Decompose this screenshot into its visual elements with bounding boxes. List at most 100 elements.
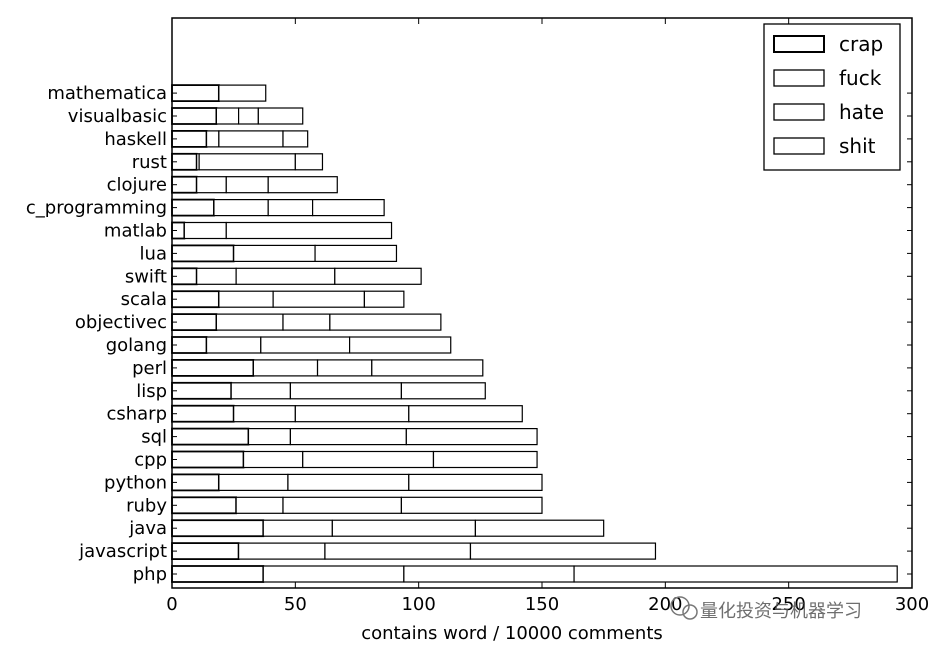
bar-scala-shit xyxy=(363,290,405,308)
bar-sql-fuck xyxy=(247,428,291,446)
bar-javascript-shit xyxy=(469,542,657,560)
bar-cpp-hate xyxy=(302,450,435,469)
bar-c_programming-hate xyxy=(267,199,314,217)
y-tick-label-golang: golang xyxy=(106,335,167,356)
plot-frame xyxy=(171,17,913,589)
y-tick-label-objectivec: objectivec xyxy=(75,312,167,333)
bar-lisp-fuck xyxy=(230,382,291,400)
bar-java-hate xyxy=(331,519,477,537)
bar-golang-fuck xyxy=(205,336,262,354)
bar-python-shit xyxy=(408,473,543,491)
bar-scala-crap xyxy=(171,290,220,309)
bar-haskell-fuck xyxy=(205,130,220,148)
bar-golang-shit xyxy=(349,336,452,354)
bar-javascript-hate xyxy=(324,542,472,560)
bar-lisp-hate xyxy=(289,382,402,400)
bar-lisp-crap xyxy=(171,381,233,400)
bar-python-crap xyxy=(171,473,220,492)
y-tick-label-scala: scala xyxy=(121,289,167,310)
bar-visualbasic-shit xyxy=(257,107,304,125)
bar-ruby-crap xyxy=(171,496,238,515)
watermark: 量化投资与机器学习 xyxy=(670,596,862,622)
bar-csharp-crap xyxy=(171,404,235,423)
legend-swatch-crap xyxy=(773,35,825,53)
bar-objectivec-crap xyxy=(171,313,218,332)
bar-csharp-hate xyxy=(294,405,410,423)
bar-perl-hate xyxy=(316,359,373,377)
bar-c_programming-crap xyxy=(171,198,215,217)
bar-golang-hate xyxy=(260,336,351,354)
y-axis: phpjavascriptjavarubypythoncppsqlcsharpl… xyxy=(26,83,912,585)
bar-swift-fuck xyxy=(196,267,237,285)
bar-visualbasic-fuck xyxy=(215,107,240,125)
bar-javascript-fuck xyxy=(238,542,326,560)
bar-visualbasic-hate xyxy=(238,107,259,125)
bar-rust-shit xyxy=(294,153,324,171)
bar-php-crap xyxy=(171,565,265,583)
bar-python-fuck xyxy=(218,473,289,491)
bar-php-fuck xyxy=(262,565,405,583)
bar-golang-crap xyxy=(171,336,208,354)
bar-c_programming-fuck xyxy=(213,199,269,217)
y-tick-label-python: python xyxy=(104,472,167,493)
bar-clojure-shit xyxy=(267,176,338,194)
bar-swift-hate xyxy=(235,267,336,285)
bar-lisp-shit xyxy=(400,382,486,400)
bar-sql-crap xyxy=(171,427,250,446)
wechat-icon xyxy=(670,596,698,620)
bar-perl-crap xyxy=(171,358,255,377)
bar-csharp-shit xyxy=(408,405,523,423)
bar-c_programming-shit xyxy=(312,199,385,217)
bar-mathematica-crap xyxy=(171,84,220,102)
legend: crap fuck hate shit xyxy=(763,23,901,171)
bar-python-hate xyxy=(287,473,410,491)
bar-sql-hate xyxy=(289,428,407,446)
bar-objectivec-shit xyxy=(329,313,442,331)
watermark-text: 量化投资与机器学习 xyxy=(700,601,862,622)
bar-lua-shit xyxy=(314,244,398,262)
x-axis-title: contains word / 10000 comments xyxy=(361,623,663,644)
bar-javascript-crap xyxy=(171,542,240,560)
bar-ruby-hate xyxy=(282,496,403,514)
x-tick-label-50: 50 xyxy=(284,594,307,615)
bar-lua-hate xyxy=(233,244,316,262)
bar-visualbasic-crap xyxy=(171,107,218,125)
legend-swatch-shit xyxy=(773,137,825,155)
y-tick-label-swift: swift xyxy=(125,266,167,287)
x-tick-label-100: 100 xyxy=(401,594,435,615)
y-tick-label-sql: sql xyxy=(141,427,167,448)
bar-perl-shit xyxy=(371,359,484,377)
bar-php-shit xyxy=(573,565,898,583)
bar-scala-fuck xyxy=(218,290,274,308)
bars-layer xyxy=(171,84,898,583)
y-tick-label-php: php xyxy=(133,564,167,585)
legend-swatch-fuck xyxy=(773,69,825,87)
x-tick-label-250: 250 xyxy=(771,594,805,615)
bar-clojure-hate xyxy=(225,176,269,194)
bar-matlab-fuck xyxy=(183,221,227,240)
legend-label-shit: shit xyxy=(839,134,876,158)
bar-java-fuck xyxy=(262,519,333,537)
bar-rust-hate xyxy=(198,153,296,171)
x-tick-label-0: 0 xyxy=(166,594,177,615)
y-tick-label-clojure: clojure xyxy=(107,175,167,196)
x-tick-label-150: 150 xyxy=(525,594,559,615)
bar-haskell-crap xyxy=(171,129,208,148)
y-tick-label-mathematica: mathematica xyxy=(47,83,167,104)
x-tick-label-300: 300 xyxy=(895,594,929,615)
bar-lua-crap xyxy=(171,244,235,263)
bar-csharp-fuck xyxy=(233,405,296,423)
legend-label-fuck: fuck xyxy=(839,66,882,90)
y-tick-label-perl: perl xyxy=(132,358,167,379)
bar-ruby-shit xyxy=(400,496,543,514)
y-tick-label-lisp: lisp xyxy=(136,381,167,402)
bar-sql-shit xyxy=(405,428,538,446)
legend-label-crap: crap xyxy=(839,32,883,56)
bar-scala-hate xyxy=(272,290,366,308)
bar-swift-shit xyxy=(334,267,422,285)
y-tick-label-rust: rust xyxy=(132,152,167,173)
bar-php-hate xyxy=(403,565,575,583)
bar-objectivec-fuck xyxy=(215,313,284,331)
